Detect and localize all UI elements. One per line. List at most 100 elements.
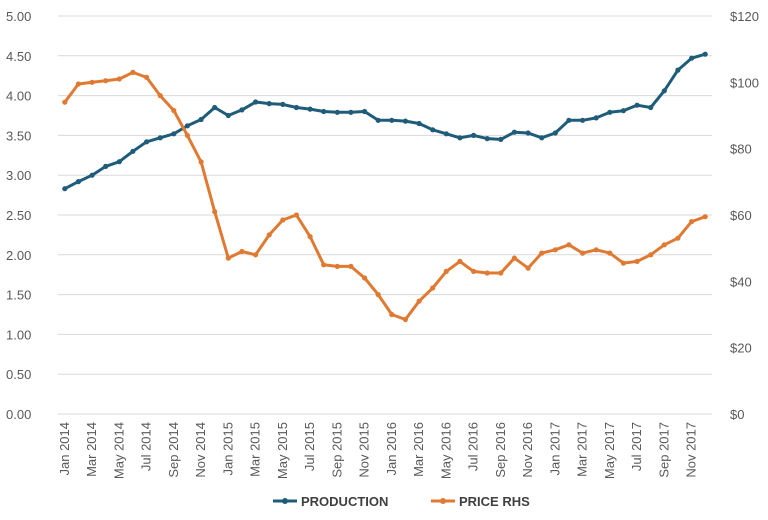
series-lines	[62, 51, 708, 323]
data-point	[661, 88, 667, 94]
x-axis-tick-label: May 2015	[275, 422, 290, 479]
x-axis-tick-label: Nov 2017	[684, 422, 699, 478]
data-point	[103, 78, 109, 84]
data-point	[457, 258, 463, 264]
x-axis-tick-label: Jan 2014	[57, 422, 72, 476]
data-point	[443, 268, 449, 274]
data-point	[89, 172, 95, 178]
data-point	[253, 252, 259, 258]
data-point	[293, 104, 299, 111]
left-axis-tick-label: 2.00	[6, 248, 31, 263]
series-line	[64, 52, 706, 191]
data-point	[552, 247, 558, 253]
legend-swatch-marker	[440, 498, 446, 504]
data-point	[321, 262, 327, 268]
x-axis-tick-label: Jul 2015	[302, 422, 317, 471]
right-axis-tick-label: $100	[730, 75, 759, 90]
data-point	[239, 107, 245, 113]
data-point	[198, 116, 204, 123]
data-point	[593, 247, 599, 253]
x-axis-tick-label: May 2016	[438, 422, 453, 479]
data-point	[171, 107, 177, 114]
legend-label: PRODUCTION	[301, 494, 388, 509]
data-point	[293, 212, 299, 218]
data-point	[416, 298, 422, 304]
data-point	[280, 217, 286, 223]
data-point	[607, 250, 613, 256]
data-point	[471, 268, 477, 274]
x-axis-tick-label: Mar 2015	[248, 422, 263, 477]
data-point	[430, 285, 436, 291]
data-point	[362, 108, 368, 115]
data-point	[266, 101, 272, 107]
data-point	[75, 179, 81, 185]
data-point	[471, 132, 477, 138]
data-point	[375, 292, 381, 298]
data-point	[566, 117, 572, 123]
data-point	[484, 136, 490, 142]
x-axis-tick-label: Mar 2016	[411, 422, 426, 477]
data-point	[566, 242, 572, 248]
right-axis-tick-label: $20	[730, 341, 752, 356]
data-point	[498, 270, 504, 276]
left-axis-tick-label: 1.00	[6, 327, 31, 342]
data-point	[539, 135, 545, 141]
data-point	[702, 51, 708, 57]
data-point	[552, 130, 558, 136]
data-point	[75, 81, 81, 87]
data-point	[525, 130, 531, 136]
data-point	[648, 252, 654, 258]
data-point	[144, 74, 150, 80]
left-axis-tick-label: 5.00	[6, 9, 31, 24]
data-point	[389, 117, 395, 123]
left-axis-tick-label: 2.50	[6, 208, 31, 223]
data-point	[116, 76, 122, 82]
data-point	[443, 131, 449, 137]
data-point	[457, 135, 463, 141]
data-point	[157, 93, 163, 99]
data-point	[280, 101, 286, 107]
data-point	[620, 108, 627, 114]
data-point	[307, 234, 313, 240]
left-axis-tick-label: 1.50	[6, 288, 31, 303]
data-point	[62, 186, 68, 192]
data-point	[702, 214, 708, 220]
data-point	[511, 255, 517, 261]
data-point	[634, 258, 640, 264]
data-point	[171, 131, 177, 137]
data-point	[266, 232, 272, 238]
data-point	[689, 219, 695, 225]
data-point	[253, 99, 259, 105]
legend-label: PRICE RHS	[459, 494, 530, 509]
left-axis-tick-label: 4.00	[6, 89, 31, 104]
data-point	[307, 106, 313, 112]
data-point	[484, 270, 490, 276]
data-point	[375, 117, 381, 123]
x-axis-tick-label: Sep 2014	[166, 422, 181, 478]
data-point	[416, 120, 422, 127]
data-point	[634, 102, 640, 108]
left-axis-tick-label: 0.00	[6, 407, 31, 422]
data-point	[103, 163, 109, 169]
x-axis-tick-label: Jul 2016	[466, 422, 481, 471]
data-point	[212, 209, 218, 215]
legend-item: PRICE RHS	[431, 494, 530, 509]
x-axis-tick-label: Sep 2015	[329, 422, 344, 478]
x-axis-tick-label: Nov 2016	[520, 422, 535, 478]
legend-item: PRODUCTION	[273, 494, 388, 509]
x-axis-tick-label: Jan 2017	[547, 422, 562, 476]
left-axis-tick-label: 3.00	[6, 168, 31, 183]
left-axis-tick-label: 0.50	[6, 367, 31, 382]
data-point	[239, 248, 245, 255]
data-point	[321, 108, 327, 115]
data-point	[402, 118, 408, 124]
data-point	[675, 67, 681, 73]
series-line	[63, 70, 706, 321]
x-axis-ticks: Jan 2014 Mar 2014 May 2014 Jul 2014 Sep 2014…	[57, 422, 699, 479]
data-point	[430, 127, 436, 133]
data-point	[130, 148, 136, 154]
data-point	[675, 235, 681, 241]
data-point	[225, 255, 231, 261]
data-point	[62, 99, 68, 105]
data-point	[689, 55, 695, 61]
